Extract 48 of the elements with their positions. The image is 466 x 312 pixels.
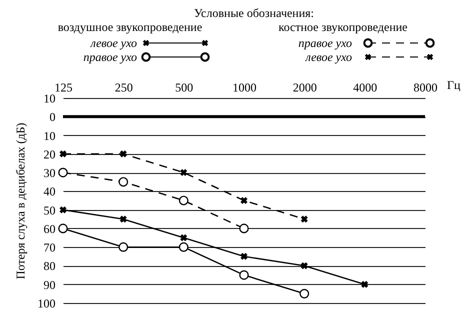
x-tick-label: 8000 bbox=[414, 80, 438, 94]
point bbox=[118, 242, 128, 252]
x-tick-label: 4000 bbox=[353, 80, 378, 94]
point bbox=[239, 270, 249, 280]
x-tick-label: 1000 bbox=[232, 80, 256, 94]
text: воздушное звукопроведение bbox=[58, 20, 202, 34]
legend-label: левое ухо bbox=[304, 50, 352, 64]
y-tick-label: 10 bbox=[44, 92, 56, 106]
x-tick-label: 125 bbox=[54, 80, 72, 94]
point bbox=[60, 150, 66, 158]
y-tick-label: 90 bbox=[44, 278, 56, 292]
point bbox=[118, 177, 128, 187]
point bbox=[178, 242, 188, 252]
y-tick-label: 60 bbox=[44, 222, 56, 236]
point bbox=[60, 206, 66, 214]
point bbox=[240, 252, 248, 260]
point bbox=[180, 234, 188, 242]
legend-label: правое ухо bbox=[83, 50, 137, 64]
point bbox=[120, 216, 127, 223]
text: костное звукопроведение bbox=[278, 20, 408, 34]
point bbox=[240, 197, 248, 204]
y-tick-label: 100 bbox=[38, 296, 56, 310]
y-tick-label: 70 bbox=[44, 240, 56, 255]
y-tick-label: 30 bbox=[44, 166, 56, 180]
point bbox=[178, 196, 188, 206]
point bbox=[58, 224, 68, 234]
point bbox=[239, 224, 249, 234]
legend-title: Условные обозначения: bbox=[194, 6, 314, 20]
y-tick-label: 80 bbox=[44, 259, 56, 274]
x-tick-label: 2000 bbox=[292, 80, 317, 94]
point bbox=[300, 216, 308, 223]
point bbox=[361, 280, 368, 288]
point bbox=[120, 150, 127, 158]
y-tick-label: 0 bbox=[50, 110, 56, 124]
y-tick-label: 20 bbox=[44, 147, 56, 162]
point bbox=[300, 262, 308, 270]
y-tick-label: 10 bbox=[44, 128, 56, 143]
y-tick-label: 40 bbox=[44, 184, 56, 199]
point bbox=[58, 168, 68, 178]
point bbox=[180, 169, 188, 176]
legend-label: правое ухо bbox=[298, 36, 352, 50]
x-axis-title: Гц bbox=[447, 78, 461, 92]
x-tick-label: 500 bbox=[175, 80, 194, 94]
y-axis-title: Потеря слуха в децибелах (дБ) bbox=[14, 122, 28, 280]
legend-label: левое ухо bbox=[90, 36, 137, 50]
point bbox=[300, 288, 310, 298]
y-tick-label: 50 bbox=[44, 203, 56, 218]
x-tick-label: 250 bbox=[114, 80, 133, 94]
